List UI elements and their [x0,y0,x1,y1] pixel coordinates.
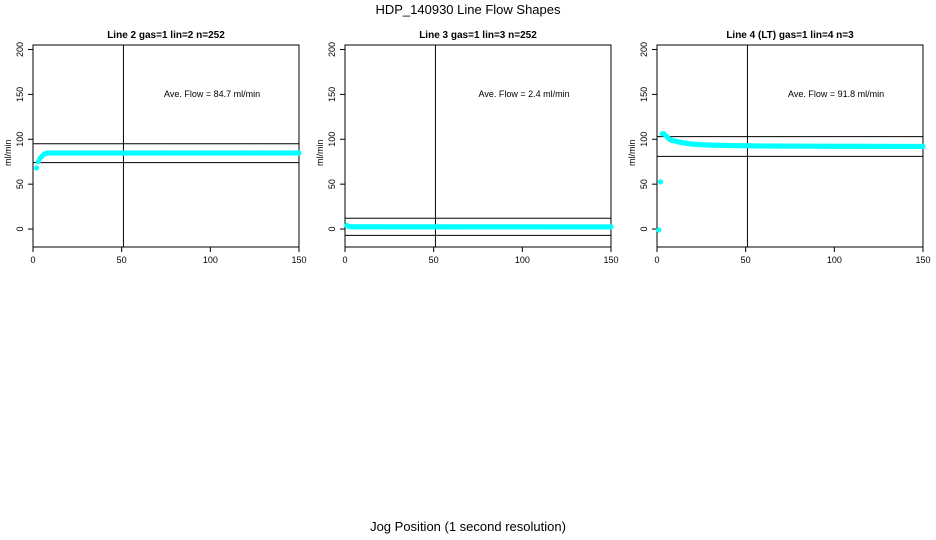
y-tick-label: 50 [327,179,337,189]
x-tick-label: 150 [915,255,930,265]
page-title: HDP_140930 Line Flow Shapes [375,2,561,17]
y-tick-label: 0 [327,227,337,232]
y-tick-label: 0 [639,227,649,232]
data-point [608,224,614,230]
x-tick-label: 100 [203,255,218,265]
average-flow-annotation: Ave. Flow = 84.7 ml/min [164,89,260,99]
data-point [33,165,40,171]
panel-title: Line 3 gas=1 lin=3 n=252 [419,30,537,41]
data-point [920,143,926,150]
y-axis-label: ml/min [3,139,13,166]
y-tick-label: 50 [15,179,25,189]
y-tick-label: 150 [327,87,337,102]
x-tick-label: 150 [291,255,306,265]
x-tick-label: 50 [741,255,751,265]
plot-frame [344,44,612,248]
y-tick-label: 200 [15,42,25,57]
average-flow-annotation: Ave. Flow = 91.8 ml/min [788,89,884,99]
y-tick-label: 100 [15,132,25,147]
y-axis-label: ml/min [627,139,637,166]
y-tick-label: 200 [639,42,649,57]
plot-frame [32,44,300,248]
chart-panel-3: Line 4 (LT) gas=1 lin=4 n=3 0 50 100 150 0 50 1… [627,30,931,265]
chart-panel-1: Line 2 gas=1 lin=2 n=252 0 50 100 150 0 50 100 1… [3,30,307,265]
data-point [657,179,664,185]
panel-title: Line 4 (LT) gas=1 lin=4 n=3 [726,30,854,41]
x-tick-label: 150 [603,255,618,265]
data-point [296,150,302,156]
x-tick-label: 100 [515,255,530,265]
chart-panel-2: Line 3 gas=1 lin=3 n=252 0 50 100 150 0 50 100 1… [315,30,619,265]
data-point [656,227,662,233]
x-tick-label: 0 [30,255,35,265]
y-tick-label: 100 [639,132,649,147]
y-tick-label: 150 [639,87,649,102]
y-tick-label: 150 [15,87,25,102]
y-tick-label: 50 [639,179,649,189]
y-tick-label: 100 [327,132,337,147]
x-tick-label: 50 [429,255,439,265]
x-tick-label: 100 [827,255,842,265]
y-tick-label: 200 [327,42,337,57]
y-tick-label: 0 [15,227,25,232]
panel-title: Line 2 gas=1 lin=2 n=252 [107,30,225,41]
x-tick-label: 0 [654,255,659,265]
average-flow-annotation: Ave. Flow = 2.4 ml/min [479,89,570,99]
x-axis-label: Jog Position (1 second resolution) [370,519,566,534]
x-tick-label: 0 [342,255,347,265]
x-tick-label: 50 [117,255,127,265]
y-axis-label: ml/min [315,139,325,166]
